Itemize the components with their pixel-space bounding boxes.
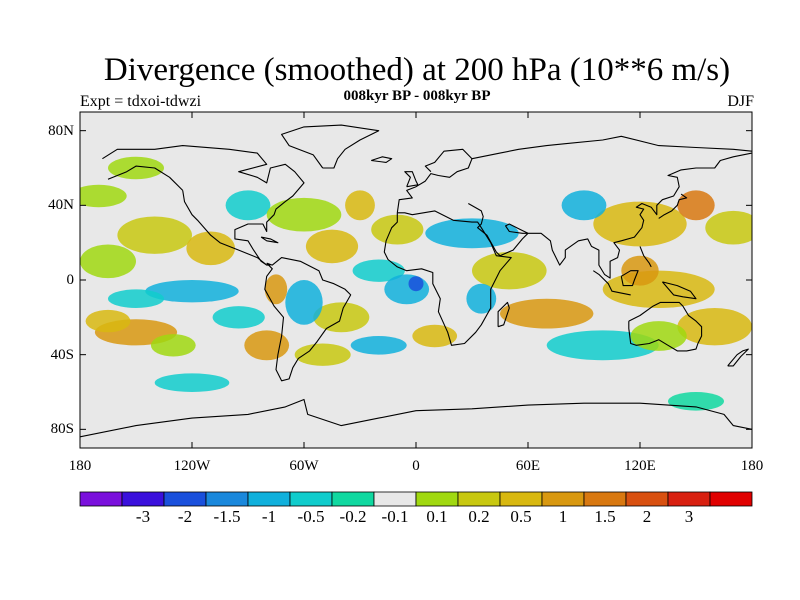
colorbar-label: -2 [177,507,193,526]
axis-ticks [79,112,753,448]
field-patch [630,321,687,351]
lat-label: 0 [66,272,75,288]
map-title: Divergence (smoothed) at 200 hPa (10**6 … [103,52,731,88]
lon-label: 60W [289,458,319,474]
field-patch [408,276,424,292]
lon-label: 120E [624,458,656,474]
coastline [396,148,473,213]
coastline [497,301,510,328]
lon-label: 0 [412,458,420,474]
colorbar-label: 0.2 [468,507,490,526]
field-patch [264,274,288,305]
colorbar-label: 2 [642,507,652,526]
field-patch [668,392,724,411]
lat-label: 40N [48,197,74,214]
field-patch [384,274,430,305]
field-patch [345,190,375,221]
coastline [182,190,268,266]
field-patch [546,330,659,361]
colorbar-label: -3 [135,507,151,526]
colorbar-label: 0.1 [426,507,448,526]
coastlines [80,124,752,438]
field-patch [186,231,235,266]
coastline [468,152,752,279]
field-patch [500,298,594,329]
field-patch [561,190,607,221]
field-patch [305,229,359,264]
field-patch [285,280,323,325]
field-patch [602,270,715,308]
coastline [102,145,305,266]
lat-label: 80N [48,122,74,139]
field-patch [80,244,136,279]
field-patch [705,210,752,245]
field-patch [145,280,239,303]
coastline [383,210,512,346]
field-patch [412,324,458,348]
field-patch [371,214,424,245]
colorbar-label: 1.5 [594,507,616,526]
season-label: DJF [727,93,754,110]
coastline [628,301,703,352]
lon-label: 60E [515,458,541,474]
field-patch [150,334,196,357]
field-patch [244,330,290,361]
field-patch [466,283,497,314]
coastline [404,171,419,188]
field-patch [313,302,370,333]
field-patch [352,259,405,282]
field-patch [117,216,192,254]
field-patch [225,190,271,221]
field-patch [154,373,230,393]
lat-label: 80S [50,421,74,438]
coastline [107,165,184,191]
experiment-label: Expt = tdxoi-tdwzi [80,93,202,110]
colorbar-label: 3 [684,507,694,526]
colorbar-label: 1 [558,507,568,526]
field-patch [677,308,752,346]
field-patch [108,289,164,309]
colorbar-label: 0.5 [510,507,532,526]
field-patch [294,343,351,366]
coastline [371,156,393,163]
colorbar-label: -0.1 [381,507,409,526]
colorbar-label: -1 [261,507,277,526]
coastline [620,270,639,287]
field-patch [425,218,519,249]
lon-label: 120W [173,458,211,474]
field-patch [212,306,265,329]
coastline [260,236,279,244]
coastline [592,270,631,296]
field-patch [266,197,342,232]
coastline [639,246,652,268]
colorbar-label: -0.2 [339,507,367,526]
coastline [264,257,352,382]
field-patch [85,309,131,333]
colorbar-label: -0.5 [297,507,325,526]
field-patch [472,252,547,290]
field-patch [621,255,659,286]
coastline [658,193,688,219]
coastline [471,135,752,160]
field-patch [593,201,687,247]
field-patch [350,336,407,355]
coastline [727,348,749,367]
colorbar-label: -1.5 [213,507,241,526]
map-subtitle: 008kyr BP - 008kyr BP [343,88,491,104]
coastline [661,281,697,300]
coastline [80,398,752,438]
field-patch [80,184,127,208]
lon-label: 180 [740,458,764,474]
divergence-field [80,156,752,411]
lon-label: 180 [68,458,92,474]
coastline [281,124,380,169]
lat-label: 40S [50,346,74,363]
